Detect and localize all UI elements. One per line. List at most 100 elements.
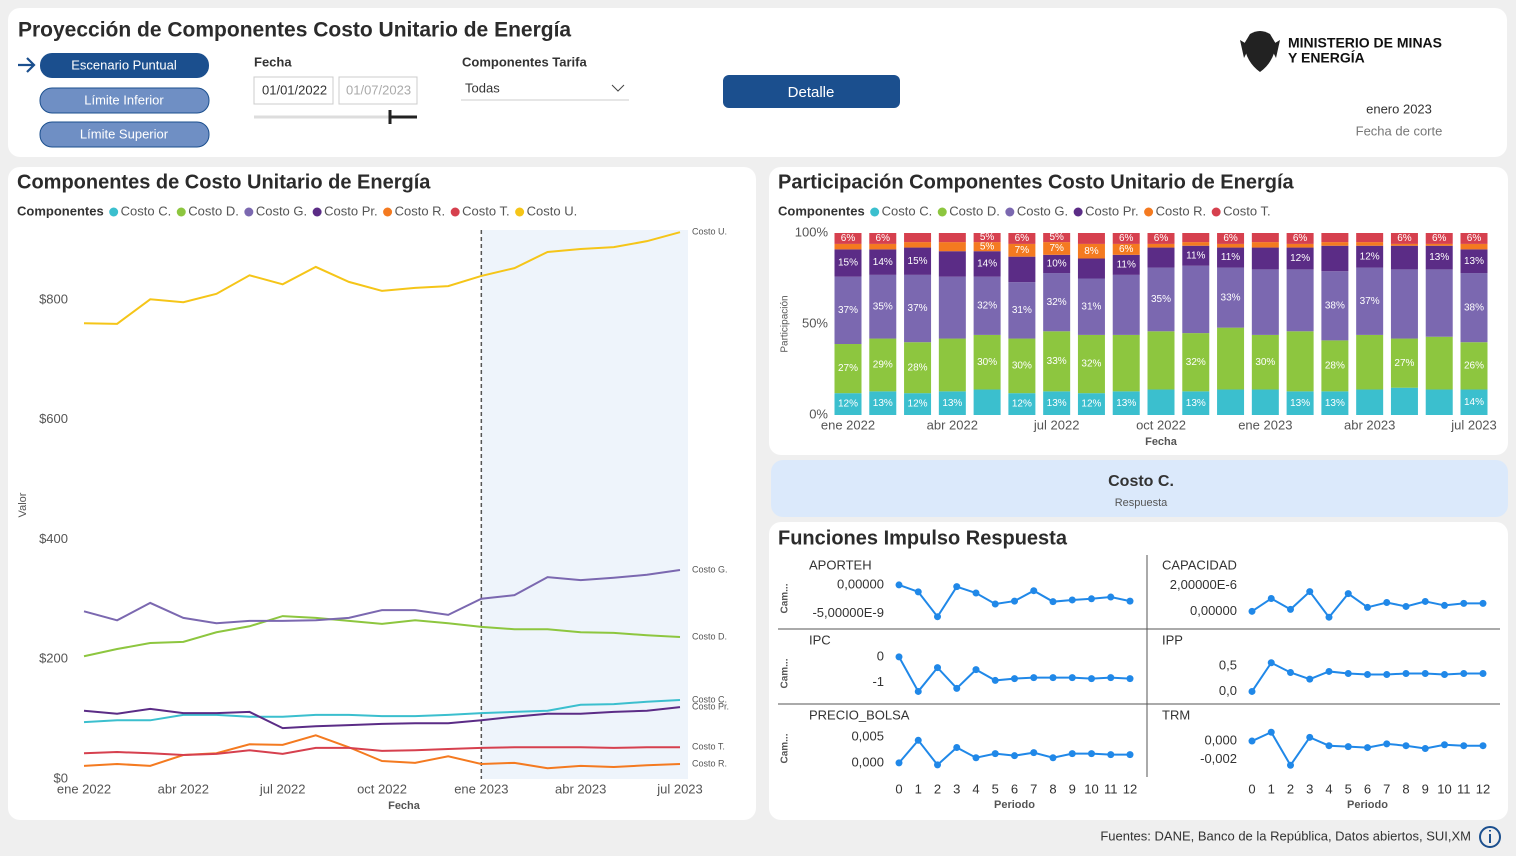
- irf-point: [914, 736, 922, 744]
- x-tick-label: 9: [1422, 781, 1429, 796]
- irf-point: [953, 743, 961, 751]
- selected-arrow: [18, 57, 36, 73]
- button-shape[interactable]: [39, 121, 210, 148]
- scenario-button[interactable]: Límite Inferior: [39, 87, 210, 114]
- data-label: 37%: [1360, 296, 1380, 307]
- irf-point: [1088, 595, 1095, 603]
- data-label: 6%: [1432, 233, 1447, 244]
- legend-label: Costo C.: [121, 203, 172, 218]
- bar-segment: [834, 243, 862, 250]
- data-label: 12%: [838, 399, 858, 410]
- bar-segment: [938, 391, 966, 415]
- detail-button[interactable]: Detalle: [723, 75, 900, 108]
- irf-point: [1306, 733, 1314, 741]
- bar-segment: [973, 334, 1001, 390]
- y-tick-label: 0,000: [1204, 732, 1237, 747]
- button-shape[interactable]: [40, 53, 209, 78]
- bar-segment: [1286, 233, 1314, 244]
- data-label: 30%: [1255, 357, 1275, 368]
- x-tick-label: abr 2023: [555, 781, 606, 796]
- irf-point: [953, 583, 961, 591]
- irf-point: [1402, 742, 1410, 750]
- irf-point: [972, 666, 980, 674]
- x-tick-label: ene 2023: [1238, 417, 1292, 432]
- dropdown-value[interactable]: Todas: [465, 80, 500, 95]
- x-tick-label: oct 2022: [1136, 417, 1186, 432]
- irf-point: [1030, 587, 1038, 595]
- bar-segment: [1182, 391, 1210, 415]
- x-tick-label: 10: [1084, 781, 1098, 796]
- bar-segment: [1286, 391, 1314, 415]
- y-tick-label: 100%: [795, 224, 829, 239]
- date-end[interactable]: 01/07/2023: [346, 82, 411, 97]
- data-label: 14%: [873, 257, 893, 268]
- data-label: 12%: [1081, 399, 1101, 410]
- bar-segment: [1112, 243, 1140, 255]
- scenario-button[interactable]: Límite Superior: [39, 121, 210, 148]
- irf-point: [972, 589, 980, 597]
- bar-segment: [1251, 389, 1279, 415]
- scenario-button[interactable]: Escenario Puntual: [40, 53, 209, 78]
- data-label: 38%: [1325, 300, 1345, 311]
- info-icon[interactable]: [1479, 826, 1501, 848]
- button-label[interactable]: Escenario Puntual: [71, 57, 177, 72]
- bar-segment: [834, 233, 862, 244]
- x-tick-label: ene 2022: [57, 781, 111, 796]
- bar-segment: [1425, 269, 1453, 337]
- data-label: 37%: [838, 305, 858, 316]
- legend-label: Costo Pr.: [1085, 203, 1138, 218]
- legend-label: Costo Pr.: [324, 203, 377, 218]
- data-label: 35%: [873, 301, 893, 312]
- bar-segment: [1182, 265, 1210, 334]
- data-label: 31%: [1012, 305, 1032, 316]
- bar-segment: [1425, 243, 1453, 246]
- cutoff-value: enero 2023: [1366, 101, 1432, 116]
- series-end-label: Costo D.: [692, 631, 727, 641]
- bar-segment: [869, 274, 897, 339]
- bar-segment: [1217, 327, 1245, 390]
- date-input[interactable]: [338, 76, 418, 105]
- data-label: 13%: [1429, 252, 1449, 263]
- legend-label: Costo D.: [188, 203, 239, 218]
- x-tick-label: 3: [1306, 781, 1313, 796]
- irf-point: [1364, 603, 1371, 611]
- data-label: 13%: [942, 398, 962, 409]
- irf-point: [1068, 674, 1076, 682]
- data-label: 37%: [908, 303, 928, 314]
- irf-point: [1030, 674, 1038, 682]
- data-label: 13%: [1290, 398, 1310, 409]
- bar-segment: [1043, 242, 1071, 255]
- irf-point: [1107, 593, 1115, 601]
- ministry-logo: [1240, 31, 1280, 72]
- irf-point: [1306, 675, 1314, 683]
- irf-point: [1030, 749, 1038, 757]
- irf-point: [1126, 675, 1134, 683]
- data-label: 6%: [1119, 244, 1134, 255]
- x-tick-label: abr 2022: [927, 417, 978, 432]
- button-label[interactable]: Límite Superior: [80, 126, 169, 141]
- button-label[interactable]: Límite Inferior: [84, 92, 164, 107]
- bar-segment: [1251, 247, 1279, 270]
- date-input[interactable]: [253, 76, 334, 105]
- button-shape[interactable]: [39, 87, 210, 114]
- panel-title: CAPACIDAD: [1162, 557, 1237, 572]
- bar-segment: [1356, 233, 1384, 243]
- bar-segment: [1286, 331, 1314, 392]
- panel-title: Funciones Impulso Respuesta: [778, 527, 1068, 549]
- x-tick-label: abr 2022: [158, 781, 209, 796]
- bar-segment: [1321, 391, 1349, 415]
- data-label: 6%: [1223, 233, 1238, 244]
- filter-label: Componentes Tarifa: [462, 54, 587, 69]
- button-label[interactable]: Detalle: [788, 84, 835, 101]
- button-shape[interactable]: [723, 75, 900, 108]
- x-tick-label: 0: [895, 781, 902, 796]
- irf-point: [1088, 750, 1095, 758]
- cutoff-label: Fecha de corte: [1356, 123, 1443, 138]
- date-start[interactable]: 01/01/2022: [262, 82, 327, 97]
- bar-segment: [938, 251, 966, 277]
- series-end-label: Costo R.: [692, 758, 727, 768]
- legend-swatch: [244, 207, 254, 217]
- bar-segment: [938, 233, 966, 243]
- dropdown-chevron[interactable]: [611, 84, 625, 92]
